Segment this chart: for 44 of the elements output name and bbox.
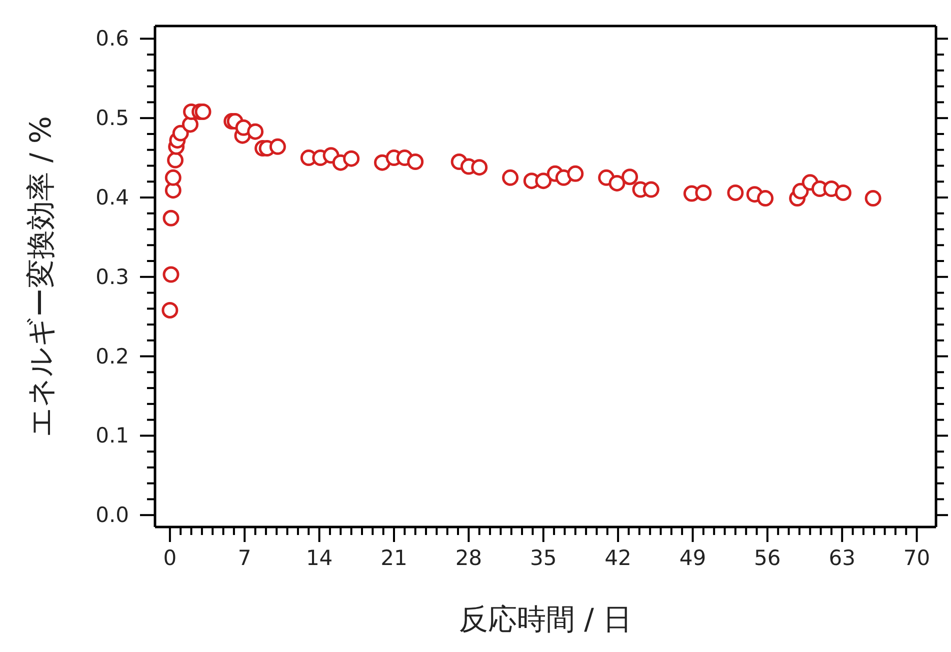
x-tick-label: 56 xyxy=(754,546,781,570)
point xyxy=(269,138,286,155)
y-tick-label: 0.4 xyxy=(96,186,129,210)
y-tick-label: 0.3 xyxy=(96,264,129,289)
point xyxy=(642,181,660,198)
point xyxy=(172,124,189,142)
y-tick-label: 0.1 xyxy=(96,424,129,448)
point xyxy=(608,174,626,192)
point xyxy=(502,169,519,186)
point xyxy=(407,154,424,170)
x-tick-label: 42 xyxy=(604,546,632,570)
point xyxy=(834,184,852,201)
x-tick-label: 63 xyxy=(828,546,856,570)
point xyxy=(567,165,584,182)
point xyxy=(535,172,552,190)
point xyxy=(727,184,744,201)
point xyxy=(194,104,212,120)
point xyxy=(162,266,180,283)
y-tick-label: 0.0 xyxy=(96,503,129,528)
x-tick-label: 28 xyxy=(455,546,482,570)
point xyxy=(247,123,264,140)
point xyxy=(343,150,360,167)
x-tick-label: 35 xyxy=(530,546,557,570)
point xyxy=(792,182,809,200)
y-tick-label: 0.2 xyxy=(96,344,129,368)
point xyxy=(164,169,182,186)
point xyxy=(622,168,638,186)
y-axis-title: エネルギー変換効率 / % xyxy=(23,116,58,437)
x-tick-label: 49 xyxy=(679,546,706,570)
x-tick-label: 21 xyxy=(380,546,408,570)
point xyxy=(757,190,774,207)
point xyxy=(695,184,712,201)
x-tick-label: 0 xyxy=(163,546,177,570)
x-tick-label: 14 xyxy=(306,546,333,570)
x-tick-label: 70 xyxy=(903,546,930,570)
point xyxy=(864,190,882,207)
x-axis-title: 反応時間 / 日 xyxy=(458,602,632,636)
point xyxy=(162,210,180,226)
point xyxy=(167,152,184,168)
y-tick-label: 0.6 xyxy=(96,26,129,51)
x-tick-label: 7 xyxy=(238,546,252,570)
y-tick-label: 0.5 xyxy=(96,106,129,130)
point xyxy=(162,302,178,318)
point xyxy=(471,159,488,176)
